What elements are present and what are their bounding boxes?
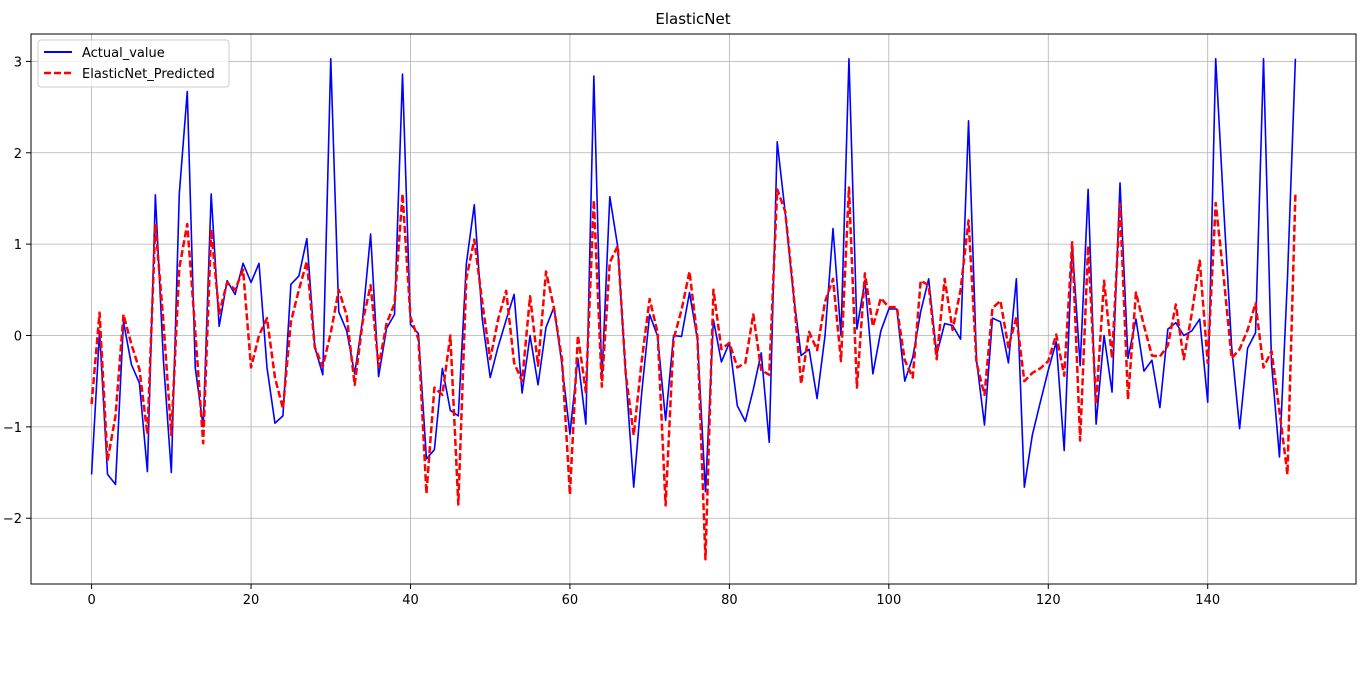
y-tick-label: −2 xyxy=(3,512,22,527)
series-layer xyxy=(90,57,1297,561)
y-tick-label: 1 xyxy=(14,238,22,253)
legend-box xyxy=(37,39,230,88)
y-axis: −2 −1 0 1 2 3 xyxy=(3,55,31,527)
plot-frame xyxy=(30,33,1357,585)
x-tick-label: 100 xyxy=(876,593,901,608)
y-tick-label: −1 xyxy=(3,421,22,436)
legend-label-actual-value: Actual_value xyxy=(82,46,165,61)
legend: Actual_value ElasticNet_Predicted xyxy=(37,39,230,88)
legend-label-elasticnet-predicted: ElasticNet_Predicted xyxy=(82,67,215,82)
x-axis: 0 20 40 60 80 100 120 140 xyxy=(87,584,1220,608)
x-tick-label: 40 xyxy=(402,593,419,608)
series-line-elasticnet-predicted xyxy=(90,186,1297,561)
y-tick-label: 0 xyxy=(14,329,22,344)
series-line-actual-value xyxy=(90,57,1297,493)
y-tick-label: 3 xyxy=(14,55,22,70)
x-tick-label: 140 xyxy=(1195,593,1220,608)
x-tick-label: 0 xyxy=(87,593,95,608)
plot-area xyxy=(30,33,1357,585)
x-tick-label: 60 xyxy=(562,593,579,608)
x-tick-label: 80 xyxy=(721,593,738,608)
chart-title: ElasticNet xyxy=(655,10,730,28)
x-tick-label: 120 xyxy=(1036,593,1061,608)
y-tick-label: 2 xyxy=(14,147,22,162)
grid-lines xyxy=(31,34,1356,584)
x-tick-label: 20 xyxy=(243,593,260,608)
